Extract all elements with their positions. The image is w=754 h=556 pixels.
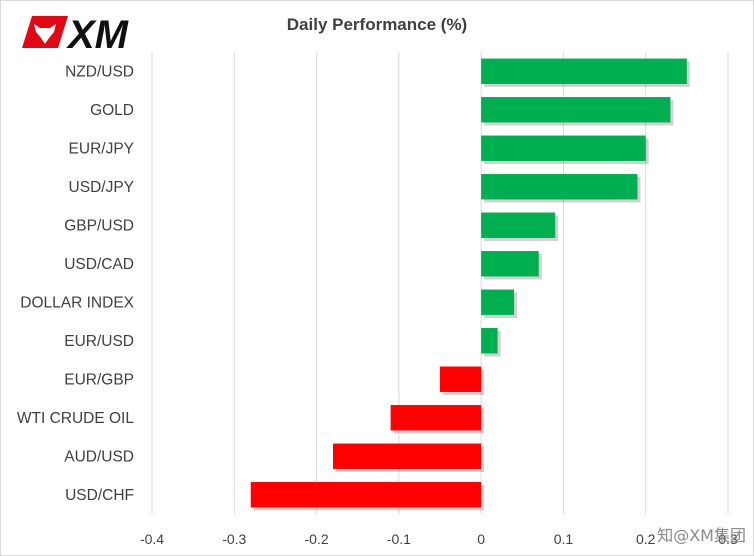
x-tick-label: 0 bbox=[477, 531, 485, 547]
chart-title: Daily Performance (%) bbox=[287, 15, 467, 34]
bar-eur-gbp bbox=[440, 366, 482, 392]
category-label: USD/CHF bbox=[65, 487, 134, 504]
category-label: GBP/USD bbox=[64, 217, 134, 234]
category-label: USD/CAD bbox=[64, 256, 134, 273]
bar-aud-usd bbox=[333, 443, 482, 469]
x-tick-label: -0.1 bbox=[387, 531, 411, 547]
category-label: EUR/GBP bbox=[64, 371, 134, 388]
x-tick-label: 0.3 bbox=[718, 531, 738, 547]
xm-logo: XM bbox=[22, 13, 130, 54]
bar-gold bbox=[481, 97, 671, 123]
bar-wti-crude-oil bbox=[390, 405, 482, 431]
bar-usd-chf bbox=[250, 482, 482, 508]
logo-text: XM bbox=[66, 13, 130, 54]
category-label: GOLD bbox=[90, 102, 134, 119]
bar-layer bbox=[250, 58, 690, 511]
category-label: NZD/USD bbox=[65, 63, 134, 80]
bar-usd-jpy bbox=[481, 174, 638, 200]
watermark-text: 知@XM集团 bbox=[657, 526, 746, 545]
category-label: EUR/JPY bbox=[69, 140, 134, 157]
x-tick-label: -0.2 bbox=[305, 531, 329, 547]
x-tick-label: 0.1 bbox=[554, 531, 574, 547]
category-label: USD/JPY bbox=[69, 179, 134, 196]
grid-layer bbox=[151, 52, 729, 514]
bar-usd-cad bbox=[481, 251, 539, 277]
x-tick-label: 0.2 bbox=[636, 531, 656, 547]
category-labels: NZD/USD GOLD EUR/JPY USD/JPY GBP/USD USD/CAD D… bbox=[17, 63, 135, 504]
bar-eur-jpy bbox=[481, 135, 646, 161]
category-label: EUR/USD bbox=[64, 333, 134, 350]
x-tick-label: -0.3 bbox=[222, 531, 246, 547]
x-tick-label: -0.4 bbox=[140, 531, 164, 547]
category-label: WTI CRUDE OIL bbox=[17, 410, 134, 427]
bar-gbp-usd bbox=[481, 212, 556, 238]
category-label: AUD/USD bbox=[64, 448, 134, 465]
bar-eur-usd bbox=[481, 328, 498, 354]
bar-nzd-usd bbox=[481, 58, 687, 84]
x-axis-tick-labels: -0.4 -0.3 -0.2 -0.1 0 0.1 0.2 0.3 bbox=[140, 531, 738, 547]
category-label: DOLLAR INDEX bbox=[20, 294, 134, 311]
bull-head-icon bbox=[34, 24, 56, 44]
bar-dollar-index bbox=[481, 289, 515, 315]
